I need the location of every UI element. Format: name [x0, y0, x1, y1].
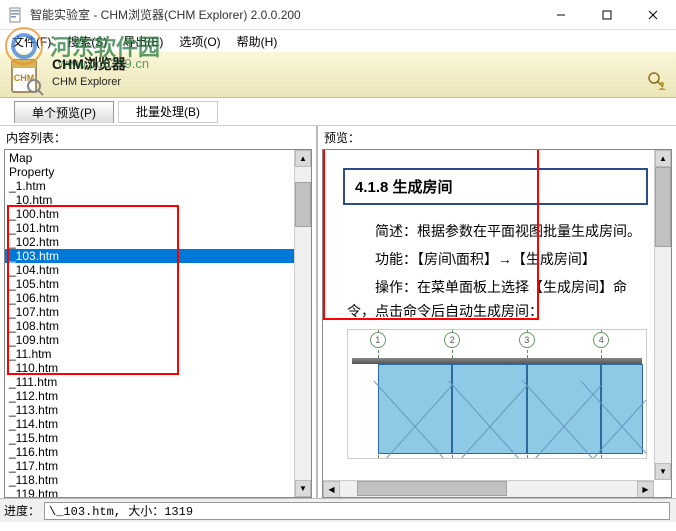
file-item[interactable]: _117.htm — [5, 459, 311, 473]
scroll-down-button[interactable]: ▼ — [655, 463, 671, 480]
preview-content: 4.1.8 生成房间 简述：根据参数在平面视图批量生成房间。 功能：【房间\面积… — [337, 150, 654, 480]
search-person-icon[interactable] — [646, 70, 668, 92]
menubar: 文件(F) 搜索(S) 导出(E) 选项(O) 帮助(H) — [0, 30, 676, 52]
file-item[interactable]: _102.htm — [5, 235, 311, 249]
content-list-label: 内容列表： — [0, 126, 316, 149]
status-bar: 进度： \_103.htm, 大小：1319 — [0, 498, 676, 522]
header-banner: CHM CHM浏览器 CHM Explorer — [0, 52, 676, 98]
file-item[interactable]: _105.htm — [5, 277, 311, 291]
file-item[interactable]: _106.htm — [5, 291, 311, 305]
status-label: 进度： — [4, 502, 40, 519]
file-item[interactable]: Map — [5, 151, 311, 165]
file-item[interactable]: _115.htm — [5, 431, 311, 445]
minimize-button[interactable] — [538, 0, 584, 30]
header-subtitle: CHM Explorer — [52, 76, 126, 88]
app-icon — [8, 7, 24, 23]
file-item[interactable]: _103.htm — [5, 249, 311, 263]
chm-icon: CHM — [6, 56, 46, 96]
preview-vscrollbar[interactable]: ▲ ▼ — [654, 150, 671, 480]
file-item[interactable]: _108.htm — [5, 319, 311, 333]
scroll-up-button[interactable]: ▲ — [655, 150, 671, 167]
maximize-button[interactable] — [584, 0, 630, 30]
menu-file[interactable]: 文件(F) — [4, 33, 59, 50]
scroll-thumb[interactable] — [357, 481, 507, 496]
grid-label: 2 — [444, 332, 460, 348]
grid-label: 3 — [519, 332, 535, 348]
file-item[interactable]: _118.htm — [5, 473, 311, 487]
menu-export[interactable]: 导出(E) — [115, 33, 171, 50]
preview-hscrollbar[interactable]: ◀ ▶ — [323, 480, 654, 497]
file-item[interactable]: _114.htm — [5, 417, 311, 431]
file-item[interactable]: _113.htm — [5, 403, 311, 417]
file-item[interactable]: _101.htm — [5, 221, 311, 235]
preview-heading: 4.1.8 生成房间 — [343, 168, 648, 205]
file-item[interactable]: _109.htm — [5, 333, 311, 347]
header-title: CHM浏览器 — [52, 54, 126, 74]
file-item[interactable]: _111.htm — [5, 375, 311, 389]
close-button[interactable] — [630, 0, 676, 30]
tab-row: 单个预览(P) 批量处理(B) — [0, 98, 676, 126]
preview-label: 预览： — [318, 126, 676, 149]
preview-para-2: 功能：【房间\面积】→【生成房间】 — [347, 247, 644, 271]
file-item[interactable]: Property — [5, 165, 311, 179]
scroll-left-button[interactable]: ◀ — [323, 481, 340, 498]
window-titlebar: 智能实验室 - CHM浏览器(CHM Explorer) 2.0.0.200 — [0, 0, 676, 30]
preview-drawing: 1 2 3 4 — [347, 329, 647, 459]
list-scrollbar[interactable]: ▲ ▼ — [294, 150, 311, 497]
menu-help[interactable]: 帮助(H) — [229, 33, 286, 50]
grid-label: 1 — [370, 332, 386, 348]
file-item[interactable]: _11.htm — [5, 347, 311, 361]
preview-para-1: 简述：根据参数在平面视图批量生成房间。 — [347, 219, 644, 243]
file-item[interactable]: _104.htm — [5, 263, 311, 277]
scroll-down-button[interactable]: ▼ — [295, 480, 311, 497]
tab-single-preview[interactable]: 单个预览(P) — [14, 101, 114, 123]
file-list[interactable]: Map Property _1.htm _10.htm _100.htm _10… — [5, 150, 311, 498]
scroll-up-button[interactable]: ▲ — [295, 150, 311, 167]
scroll-thumb[interactable] — [655, 167, 671, 247]
preview-pane: 预览： 4.1.8 生成房间 简述：根据参数在平面视图批量生成房间。 功能：【房… — [318, 126, 676, 498]
menu-search[interactable]: 搜索(S) — [59, 33, 115, 50]
tab-batch[interactable]: 批量处理(B) — [118, 101, 218, 123]
file-item[interactable]: _1.htm — [5, 179, 311, 193]
file-item[interactable]: _107.htm — [5, 305, 311, 319]
scroll-right-button[interactable]: ▶ — [637, 481, 654, 498]
file-item[interactable]: _110.htm — [5, 361, 311, 375]
content-list-pane: 内容列表： Map Property _1.htm _10.htm _100.h… — [0, 126, 318, 498]
file-item[interactable]: _10.htm — [5, 193, 311, 207]
preview-para-3: 操作：在菜单面板上选择【生成房间】命令，点击命令后自动生成房间： — [347, 275, 644, 323]
file-item[interactable]: _116.htm — [5, 445, 311, 459]
grid-label: 4 — [593, 332, 609, 348]
menu-options[interactable]: 选项(O) — [171, 33, 228, 50]
file-item[interactable]: _119.htm — [5, 487, 311, 498]
file-item[interactable]: _100.htm — [5, 207, 311, 221]
scroll-thumb[interactable] — [295, 182, 311, 227]
status-field: \_103.htm, 大小：1319 — [44, 502, 670, 520]
file-item[interactable]: _112.htm — [5, 389, 311, 403]
window-title: 智能实验室 - CHM浏览器(CHM Explorer) 2.0.0.200 — [30, 6, 538, 23]
